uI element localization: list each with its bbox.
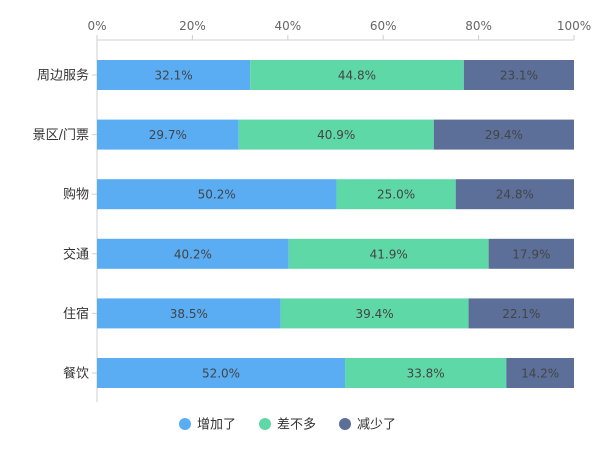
legend-marker xyxy=(179,418,191,430)
bar-segment xyxy=(488,238,574,269)
category-label: 住宿 xyxy=(63,306,89,322)
category-label: 购物 xyxy=(63,187,89,203)
legend-label: 差不多 xyxy=(277,417,316,433)
bar-segment xyxy=(468,298,574,329)
x-tick-label: 20% xyxy=(179,19,206,33)
data-label: 17.9% xyxy=(512,247,550,261)
data-label: 29.4% xyxy=(485,128,523,142)
category-label: 景区/门票 xyxy=(33,128,89,143)
data-label: 44.8% xyxy=(338,69,376,83)
bar-segment xyxy=(455,179,574,210)
x-tick-label: 80% xyxy=(465,19,492,33)
data-label: 39.4% xyxy=(356,307,394,321)
legend-marker xyxy=(339,418,351,430)
data-label: 50.2% xyxy=(198,188,236,202)
x-tick-label: 100% xyxy=(557,19,591,33)
legend-label: 减少了 xyxy=(357,418,396,433)
data-label: 40.2% xyxy=(174,247,212,261)
category-label: 周边服务 xyxy=(37,68,89,84)
data-label: 14.2% xyxy=(521,367,559,381)
bar-segment xyxy=(97,179,337,210)
bar-segment xyxy=(506,358,574,388)
data-label: 29.7% xyxy=(149,128,187,142)
bar-segment xyxy=(433,119,574,150)
category-label: 餐饮 xyxy=(63,366,89,382)
data-label: 40.9% xyxy=(317,128,355,142)
bar-segment xyxy=(345,358,507,388)
data-label: 24.8% xyxy=(496,188,534,202)
data-label: 38.5% xyxy=(170,307,208,321)
bar-segment xyxy=(97,119,239,150)
legend-marker xyxy=(259,418,271,430)
data-label: 22.1% xyxy=(502,307,540,321)
data-label: 52.0% xyxy=(202,367,240,381)
bar-segment xyxy=(288,238,489,269)
data-label: 25.0% xyxy=(377,188,415,202)
legend-label: 增加了 xyxy=(197,418,236,433)
data-label: 41.9% xyxy=(370,247,408,261)
x-tick-label: 60% xyxy=(370,19,397,33)
data-label: 32.1% xyxy=(154,69,192,83)
data-label: 23.1% xyxy=(500,69,538,83)
bar-segment xyxy=(336,179,456,210)
bar-segment xyxy=(463,60,574,90)
bar-segment xyxy=(97,298,281,329)
x-tick-label: 40% xyxy=(274,19,301,33)
bar-segment xyxy=(238,119,434,150)
category-label: 交通 xyxy=(63,246,89,262)
bar-segment xyxy=(280,298,469,329)
x-tick-label: 0% xyxy=(87,19,106,33)
bar-segment xyxy=(97,60,251,90)
bar-segment xyxy=(97,238,289,269)
bar-segment xyxy=(250,60,464,90)
data-label: 33.8% xyxy=(407,367,445,381)
bar-segment xyxy=(97,358,346,388)
